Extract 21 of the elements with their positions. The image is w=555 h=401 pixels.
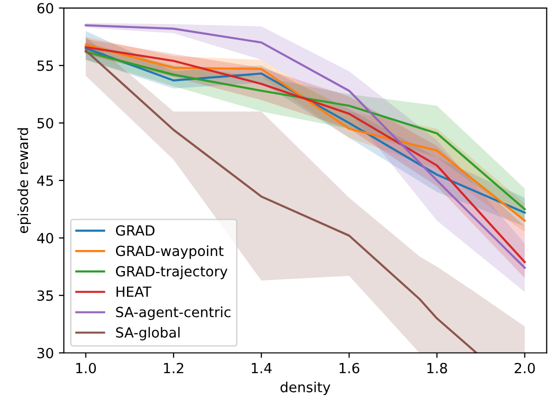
x-tick-label: 2.0: [514, 362, 535, 374]
y-tick-label: 40: [37, 232, 54, 244]
legend-label: GRAD-waypoint: [116, 245, 224, 259]
x-tick-label: 1.0: [76, 362, 96, 374]
legend-label: HEAT: [116, 286, 152, 297]
y-tick-label: 60: [37, 2, 54, 14]
legend-label: SA-agent-centric: [116, 306, 230, 320]
x-axis-title: density: [280, 382, 330, 396]
legend-label: SA-global: [116, 326, 180, 340]
x-tick-label: 1.4: [252, 363, 272, 374]
y-tick-label: 55: [38, 60, 53, 71]
legend-label: GRAD: [116, 225, 154, 236]
y-tick-label: 30: [37, 348, 54, 358]
y-tick-label: 50: [38, 118, 54, 128]
legend-label: GRAD-trajectory: [116, 266, 228, 280]
x-tick-label: 1.2: [164, 362, 184, 374]
y-tick-label: 45: [37, 176, 53, 186]
y-tick-label: 35: [37, 290, 53, 301]
y-axis-title: episode reward: [17, 128, 31, 234]
x-tick-label: 1.8: [427, 362, 448, 374]
x-tick-label: 1.6: [340, 362, 360, 374]
